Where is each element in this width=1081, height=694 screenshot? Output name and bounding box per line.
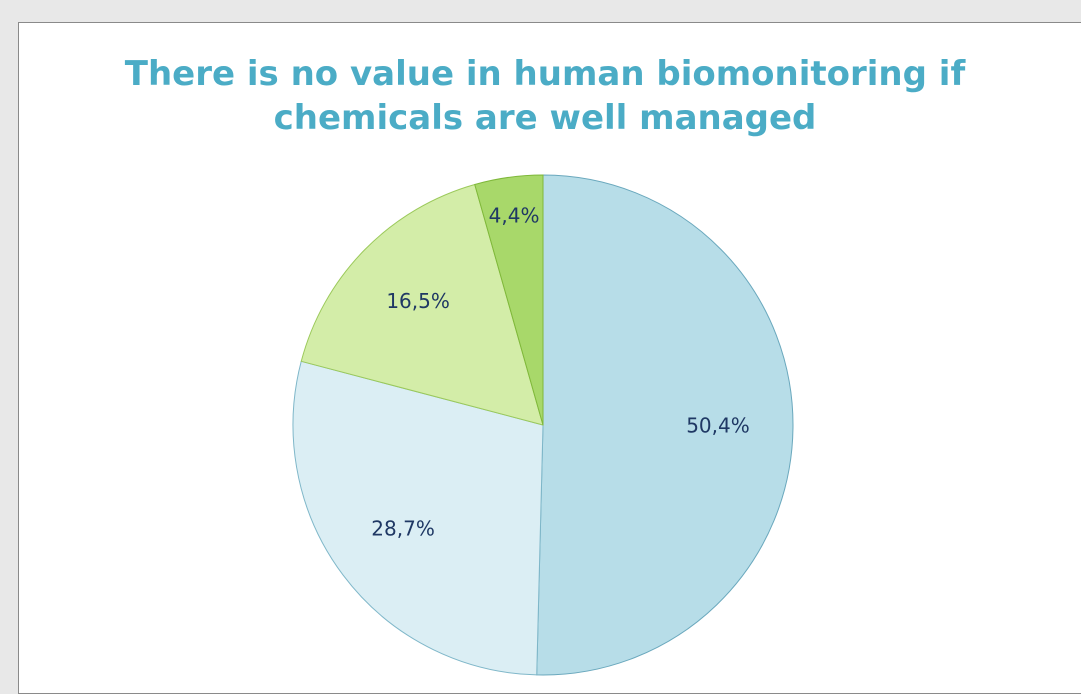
data-label: 16,5% [386,289,450,313]
chart: 50,4% 28,7% 16,5% 4,4% [292,174,794,676]
pie-slice [474,174,544,426]
chart-title: There is no value in human biomonitoring… [124,54,966,138]
page: 50,4% 28,7% 16,5% 4,4% There is no value in… [18,22,1081,694]
pie-slice [536,174,794,676]
data-label: 4,4% [489,204,540,228]
pie-slice [300,183,544,426]
data-label: 50,4% [686,414,750,438]
data-label: 28,7% [371,517,435,541]
pie-slice [292,360,544,676]
